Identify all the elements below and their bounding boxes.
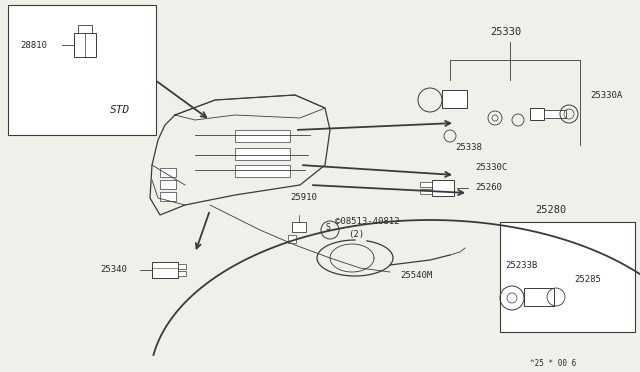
Bar: [235, 165, 290, 177]
Bar: [178, 264, 186, 269]
Bar: [8, 5, 156, 135]
Text: ^25 * 00 6: ^25 * 00 6: [530, 359, 576, 368]
Bar: [530, 108, 544, 120]
Text: 25340: 25340: [100, 266, 127, 275]
Bar: [292, 222, 306, 232]
Bar: [500, 222, 635, 332]
Bar: [152, 262, 178, 278]
Text: 28810: 28810: [20, 41, 47, 49]
Bar: [160, 192, 176, 201]
Text: 25260: 25260: [475, 183, 502, 192]
Bar: [288, 235, 296, 243]
Bar: [432, 180, 454, 196]
Text: 25330C: 25330C: [475, 164, 508, 173]
Text: STD: STD: [110, 105, 131, 115]
Bar: [235, 130, 290, 142]
Bar: [544, 110, 566, 118]
Bar: [235, 148, 290, 160]
Text: 25233B: 25233B: [505, 260, 537, 269]
Bar: [160, 168, 176, 177]
Text: 25280: 25280: [535, 205, 566, 215]
Text: 25330: 25330: [490, 27, 521, 37]
Bar: [524, 288, 554, 306]
Bar: [420, 182, 432, 187]
Bar: [420, 189, 432, 194]
Text: 25285: 25285: [574, 276, 601, 285]
Text: 25540M: 25540M: [400, 270, 432, 279]
Bar: [160, 180, 176, 189]
Text: ©08513-40812: ©08513-40812: [335, 218, 399, 227]
Bar: [74, 33, 96, 57]
Text: S: S: [326, 223, 331, 232]
Text: 25338: 25338: [455, 144, 482, 153]
Bar: [442, 90, 467, 108]
Text: (2): (2): [348, 231, 364, 240]
Bar: [178, 271, 186, 276]
Bar: [78, 25, 92, 33]
Text: 25910: 25910: [290, 193, 317, 202]
Text: 25330A: 25330A: [590, 90, 622, 99]
